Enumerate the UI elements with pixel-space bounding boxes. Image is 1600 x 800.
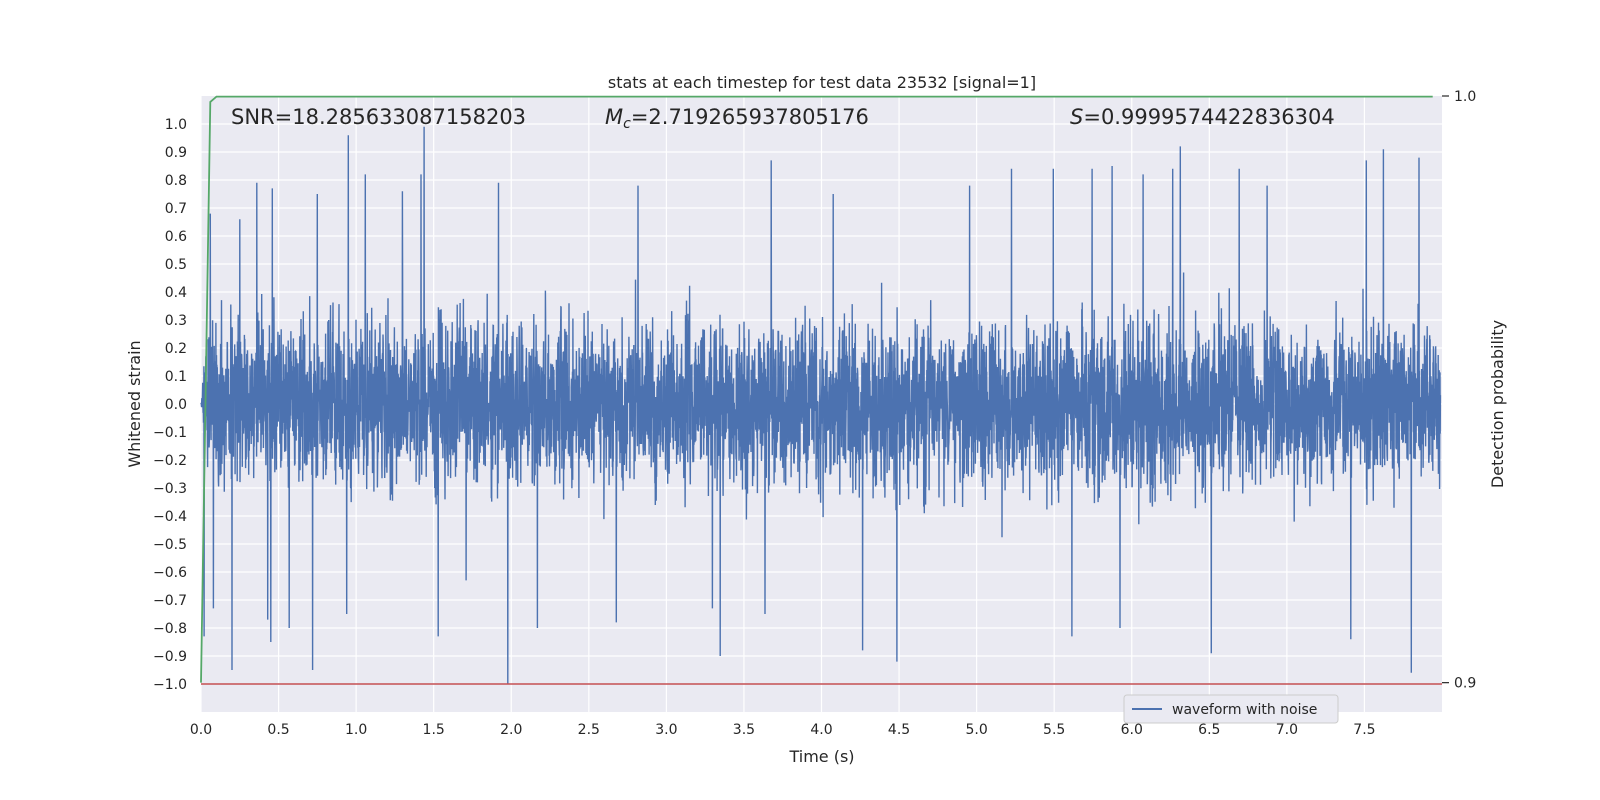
y-tick-label: 0.2 <box>165 341 187 357</box>
legend: waveform with noise <box>1123 694 1339 724</box>
mc-annotation: Mc=2.719265937805176 <box>605 105 869 132</box>
x-tick-label: 1.0 <box>345 722 367 738</box>
x-tick-label: 2.5 <box>578 722 600 738</box>
y-tick-label: −0.3 <box>153 481 187 497</box>
x-tick-label: 3.5 <box>733 722 755 738</box>
x-tick-label: 1.5 <box>423 722 445 738</box>
chart-title: stats at each timestep for test data 235… <box>608 73 1036 92</box>
y-tick-label: 0.8 <box>165 173 187 189</box>
x-tick-label: 6.0 <box>1121 722 1143 738</box>
y-tick-label: 0.1 <box>165 369 187 385</box>
y-tick-label: 0.9 <box>165 145 187 161</box>
y-axis: 1.0 0.9 0.8 0.7 0.6 0.5 0.4 0.3 0.2 0.1 0.0 −0.1 −0.… <box>153 117 187 693</box>
y-tick-label: 0.5 <box>165 257 187 273</box>
y-tick-label: 0.7 <box>165 201 187 217</box>
y2-axis-label: Detection probability <box>1488 320 1507 488</box>
x-tick-label: 0.5 <box>267 722 289 738</box>
mc-symbol: M <box>605 105 623 129</box>
y-tick-label: 0.3 <box>165 313 187 329</box>
x-tick-label: 4.5 <box>888 722 910 738</box>
x-tick-label: 5.0 <box>965 722 987 738</box>
detection-probability-line <box>200 95 1433 683</box>
y-tick-label: −1.0 <box>153 677 187 693</box>
y-tick-label: 1.0 <box>165 117 187 133</box>
s-annotation: S=0.9999574422836304 <box>1070 105 1335 129</box>
y-tick-label: −0.9 <box>153 649 187 665</box>
y2-axis: 1.0 0.9 <box>1442 89 1476 692</box>
x-tick-label: 3.0 <box>655 722 677 738</box>
x-axis: 0.0 0.5 1.0 1.5 2.0 2.5 3.0 3.5 4.0 4.5 5.0 5.5 6.0 6… <box>190 722 1376 738</box>
legend-label-waveform: waveform with noise <box>1172 702 1317 718</box>
x-tick-label: 0.0 <box>190 722 212 738</box>
y2-tick-label: 1.0 <box>1454 89 1476 105</box>
x-tick-label: 7.5 <box>1353 722 1375 738</box>
mc-subscript: c <box>623 116 631 132</box>
x-axis-label: Time (s) <box>788 747 854 766</box>
x-tick-label: 4.0 <box>810 722 832 738</box>
series-layer <box>200 95 1442 685</box>
y-tick-label: 0.4 <box>165 285 187 301</box>
waveform-line <box>200 126 1442 685</box>
y-tick-label: −0.2 <box>153 453 187 469</box>
x-tick-label: 5.5 <box>1043 722 1065 738</box>
y2-tick-label: 0.9 <box>1454 676 1476 692</box>
y-tick-label: −0.5 <box>153 537 187 553</box>
s-value: =0.9999574422836304 <box>1083 105 1334 129</box>
x-tick-label: 7.0 <box>1276 722 1298 738</box>
y-tick-label: −0.1 <box>153 425 187 441</box>
y-axis-label: Whitened strain <box>125 340 144 467</box>
y-tick-label: −0.8 <box>153 621 187 637</box>
y-tick-label: −0.6 <box>153 565 187 581</box>
s-symbol: S <box>1070 105 1083 129</box>
legend-box <box>1123 694 1339 724</box>
mc-value: =2.719265937805176 <box>631 105 869 129</box>
y-tick-label: −0.4 <box>153 509 187 525</box>
x-tick-label: 6.5 <box>1198 722 1220 738</box>
x-tick-label: 2.0 <box>500 722 522 738</box>
y-tick-label: 0.6 <box>165 229 187 245</box>
snr-annotation: SNR=18.285633087158203 <box>231 105 526 129</box>
y-tick-label: 0.0 <box>165 397 187 413</box>
y-tick-label: −0.7 <box>153 593 187 609</box>
